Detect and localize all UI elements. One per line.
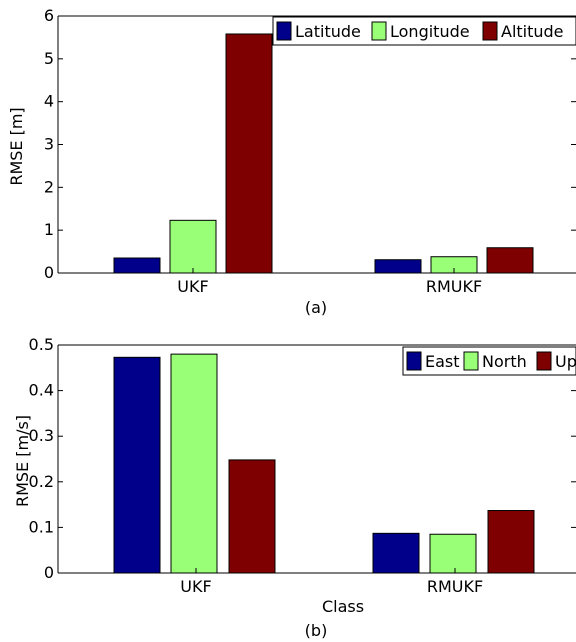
chart-1-ytick-label: 0 [44,263,54,282]
chart-1-bar-longitude-ukf [169,219,217,274]
chart-2-bar-north-rmukf [429,533,477,574]
chart-1-ytick-label: 3 [44,135,54,154]
chart-2-ytick-label: 0.4 [29,381,54,400]
chart-1-bar-altitude-rmukf [486,247,534,274]
chart-1-legend-label-latitude: Latitude [295,22,361,41]
chart-1-bar-latitude-ukf [113,257,161,274]
chart-2-ytick-label: 0.1 [29,517,54,536]
chart-2-xtick-label: RMUKF [427,577,483,596]
chart-1-bar-latitude-rmukf [374,259,422,274]
chart-1-ytick-label: 1 [44,220,54,239]
chart-1-y-axis-title: RMSE [m] [7,107,26,185]
chart-2-legend-label-up: Up [555,352,576,371]
chart-2-legend-label-north: North [482,352,527,371]
chart-2-y-axis-title: RMSE [m/s] [13,415,32,507]
chart-2-x-axis-title: Class [322,597,364,616]
chart-2-ytick-label: 0.2 [29,472,54,491]
chart-2-legend-swatch-north [463,351,479,371]
chart-1-legend-box [272,16,576,46]
chart-2-bar-up-rmukf [487,510,535,574]
chart-2-legend-label-east: East [425,352,460,371]
chart-1-ytick-label: 4 [44,92,54,111]
chart-2-bar-east-ukf [113,356,161,574]
chart-2-bar-north-ukf [170,353,218,574]
chart-2-ytick-label: 0.3 [29,426,54,445]
chart-2-legend-swatch-east [406,351,422,371]
chart-2-legend: East North Up [402,346,576,376]
chart-2-bar-east-rmukf [372,532,420,574]
chart-2-ytick-label: 0 [44,563,54,582]
chart-1-ytick-label: 2 [44,177,54,196]
chart-1-ytick-label: 5 [44,49,54,68]
chart-1: 0 1 2 3 4 5 6 UKF RMUKF RMSE [m] (a) Latitude Longit… [7,6,576,317]
chart-1-legend-label-altitude: Altitude [501,22,564,41]
chart-1-legend: Latitude Longitude Altitude [272,16,576,46]
chart-1-bar-altitude-ukf [225,33,273,274]
chart-1-legend-swatch-latitude [276,21,292,41]
chart-1-caption: (a) [305,298,327,317]
chart-2-xtick-label: UKF [180,577,211,596]
chart-1-legend-label-longitude: Longitude [390,22,470,41]
chart-2-legend-swatch-up [536,351,552,371]
chart-2: 0 0.1 0.2 0.3 0.4 0.5 UKF RMUKF RMSE [m/s] Class (… [13,335,576,640]
chart-2-bar-up-ukf [228,459,276,574]
chart-1-ytick-label: 6 [44,6,54,25]
chart-1-legend-swatch-longitude [371,21,387,41]
chart-1-legend-swatch-altitude [482,21,498,41]
chart-2-caption: (b) [305,621,328,640]
chart-1-xtick-label: RMUKF [426,277,482,296]
chart-2-ytick-label: 0.5 [29,335,54,354]
chart-1-xtick-label: UKF [177,277,208,296]
